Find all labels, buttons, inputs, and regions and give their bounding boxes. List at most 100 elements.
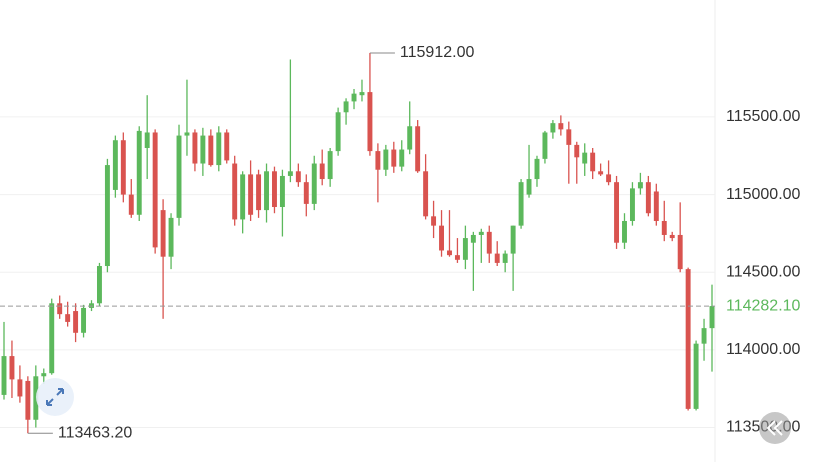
- candle-body: [391, 149, 397, 167]
- candle-body: [41, 373, 47, 377]
- candle-body: [264, 171, 269, 211]
- candle-body: [9, 356, 15, 380]
- last-price-label: 114282.10: [726, 297, 801, 314]
- y-tick-label: 115500.00: [726, 108, 801, 125]
- candle-body: [470, 234, 476, 243]
- candle-body: [637, 182, 643, 189]
- candle-body: [208, 135, 214, 166]
- scroll-icon[interactable]: [766, 420, 783, 436]
- scroll-button[interactable]: [759, 412, 791, 444]
- candle-body: [81, 307, 87, 333]
- candle-body: [224, 132, 230, 161]
- candle-body: [383, 149, 389, 170]
- candle-body: [645, 182, 651, 214]
- expand-icon[interactable]: [46, 388, 64, 406]
- candle-body: [256, 174, 262, 211]
- candle-body: [73, 311, 79, 333]
- candle-body: [399, 149, 405, 167]
- candle-body: [558, 123, 564, 130]
- candle-body: [669, 234, 675, 239]
- candle-body: [96, 266, 102, 304]
- candle-body: [534, 158, 540, 180]
- candle-body: [311, 163, 317, 204]
- candle-body: [192, 132, 198, 164]
- candle-body: [160, 210, 166, 257]
- candle-body: [415, 126, 421, 172]
- plot: 113500.00114000.00114500.00115000.001155…: [0, 44, 828, 441]
- candle-body: [439, 225, 444, 251]
- y-tick-label: 114000.00: [726, 341, 801, 358]
- candle-body: [144, 132, 150, 148]
- candle-body: [502, 253, 508, 263]
- candle-body: [606, 174, 612, 183]
- candle-body: [566, 129, 572, 145]
- candle-body: [709, 306, 715, 329]
- y-tick-label: 115000.00: [726, 186, 801, 203]
- candle-body: [25, 380, 31, 420]
- candle-body: [17, 379, 23, 397]
- candle-body: [216, 132, 222, 166]
- candle-body: [152, 132, 158, 248]
- candle-body: [494, 253, 500, 263]
- candle-body: [65, 314, 71, 322]
- candle-body: [335, 112, 341, 152]
- candle-body: [614, 182, 620, 243]
- candle-body: [701, 328, 707, 344]
- candle-body: [431, 216, 437, 226]
- candle-body: [661, 220, 667, 235]
- y-tick-label: 114500.00: [726, 263, 801, 280]
- expand-button[interactable]: [36, 378, 74, 416]
- candle-body: [367, 92, 373, 152]
- candle-body: [351, 93, 357, 102]
- expand-bg[interactable]: [36, 378, 74, 416]
- last-price-bg: [716, 294, 828, 319]
- candle-body: [112, 140, 118, 190]
- candle-body: [295, 171, 301, 183]
- candle-body: [462, 238, 468, 260]
- candle-body: [184, 132, 190, 136]
- candle-body: [1, 356, 7, 395]
- candle-body: [685, 269, 691, 409]
- candle-body: [57, 303, 63, 315]
- candle-body: [272, 171, 277, 208]
- candle-body: [550, 123, 556, 133]
- candle-body: [454, 255, 460, 260]
- candle-body: [327, 151, 333, 180]
- candle-body: [629, 188, 635, 221]
- candle-body: [319, 163, 325, 180]
- candle-body: [128, 194, 134, 215]
- candle-body: [677, 234, 683, 270]
- candle-body: [447, 250, 452, 256]
- candle-body: [574, 144, 580, 158]
- candle-body: [240, 174, 246, 220]
- candle-body: [622, 220, 627, 243]
- candle-body: [518, 182, 524, 226]
- annotation-label: 113463.20: [58, 424, 133, 441]
- candle-body: [598, 171, 604, 175]
- candle-body: [359, 92, 365, 96]
- candle-body: [486, 231, 492, 254]
- candle-body: [693, 343, 699, 409]
- candle-body: [49, 303, 55, 374]
- candle-body: [542, 132, 548, 159]
- candle-body: [248, 174, 254, 215]
- candle-body: [653, 191, 659, 221]
- candle-body: [375, 151, 381, 170]
- candle-body: [287, 171, 293, 176]
- candle-body: [343, 101, 349, 113]
- candle-body: [303, 182, 309, 204]
- candle-body: [279, 175, 285, 208]
- candle-body: [590, 152, 596, 172]
- candle-body: [423, 171, 429, 217]
- candle-body: [478, 231, 484, 235]
- candle-body: [407, 126, 413, 150]
- annotation-label: 115912.00: [400, 44, 475, 61]
- candle-body: [582, 152, 588, 164]
- candle-body: [33, 376, 39, 420]
- candle-body: [510, 225, 516, 254]
- candle-body: [168, 217, 174, 257]
- candle-body: [136, 130, 142, 215]
- candle-body: [104, 165, 110, 267]
